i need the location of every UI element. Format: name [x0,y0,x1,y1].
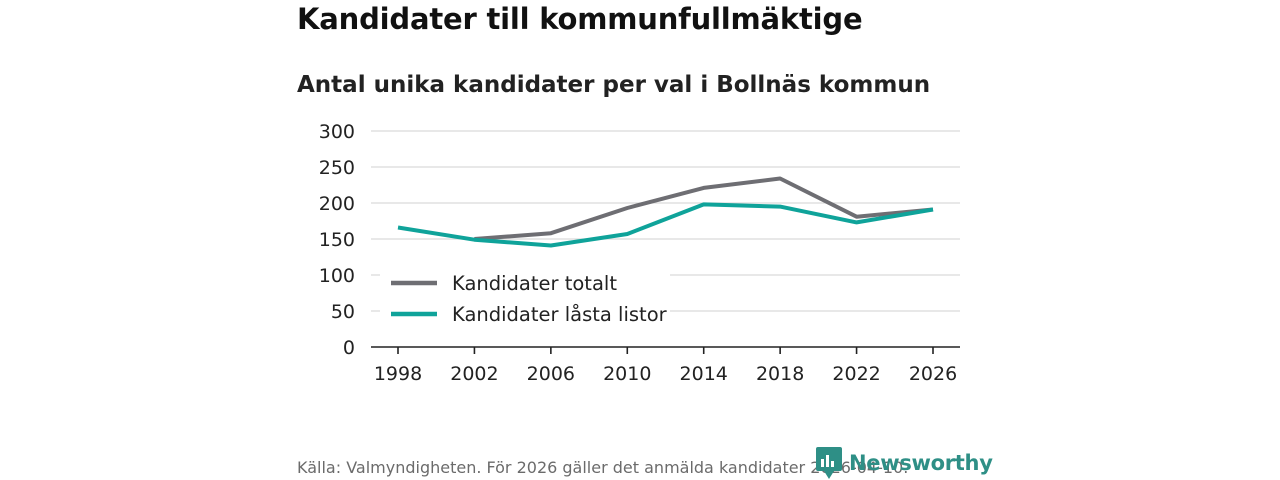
x-tick-label: 1998 [374,363,422,385]
chart-title: Kandidater till kommunfullmäktige [297,2,863,36]
line-chart: 0 50 100 150 200 250 300 1998 2002 2006 2010 2014 20… [319,121,960,385]
x-tick-label: 2022 [832,363,880,385]
x-tick-label: 2014 [680,363,728,385]
x-tick-label: 2018 [756,363,804,385]
y-tick-label: 250 [319,157,355,179]
series-line-1 [397,202,934,248]
legend: Kandidater totalt Kandidater låsta listor [380,262,670,334]
chart-subtitle: Antal unika kandidater per val i Bollnäs… [297,72,931,98]
x-tick-label: 2026 [909,363,957,385]
y-tick-label: 300 [319,121,355,143]
y-tick-label: 100 [319,265,355,287]
axes: 0 50 100 150 200 250 300 1998 2002 2006 2010 2014 20… [319,121,960,385]
source-note: Källa: Valmyndigheten. För 2026 gäller d… [297,458,909,477]
brand-name: Newsworthy [849,451,993,475]
x-tick-label: 2002 [450,363,498,385]
newsworthy-logo-icon [816,447,842,479]
series-line-0 [474,176,934,241]
x-tick-label: 2010 [603,363,651,385]
brand-logo[interactable]: Newsworthy [815,446,993,480]
y-tick-label: 50 [331,301,355,323]
legend-label-0: Kandidater totalt [452,272,617,295]
y-tick-label: 200 [319,193,355,215]
series-lines [397,176,934,248]
legend-label-1: Kandidater låsta listor [452,303,668,326]
y-tick-label: 0 [343,337,355,359]
legend-background [380,262,670,334]
x-tick-label: 2006 [527,363,575,385]
y-tick-label: 150 [319,229,355,251]
